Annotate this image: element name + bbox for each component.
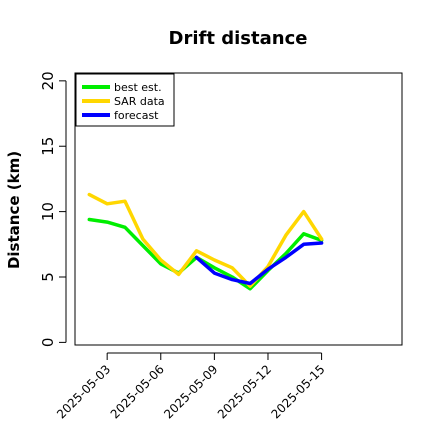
x-tick-label: 2025-05-09 bbox=[161, 362, 220, 421]
legend-label-forecast: forecast bbox=[114, 109, 159, 122]
y-tick-label: 10 bbox=[39, 202, 57, 221]
y-axis-label: Distance (km) bbox=[5, 151, 23, 269]
series-layer bbox=[87, 192, 324, 291]
series-line-best-est bbox=[87, 217, 324, 291]
chart-title: Drift distance bbox=[169, 28, 308, 49]
legend-label-sar-data: SAR data bbox=[114, 95, 165, 108]
y-tick-label: 15 bbox=[39, 137, 57, 156]
x-tick-label: 2025-05-12 bbox=[215, 362, 274, 421]
series-line-forecast bbox=[194, 241, 324, 286]
x-tick-label: 2025-05-15 bbox=[268, 362, 327, 421]
plot-frame bbox=[74, 72, 403, 346]
legend-label-best-est: best est. bbox=[114, 81, 162, 94]
y-tick-label: 20 bbox=[39, 71, 57, 90]
x-axis: 2025-05-032025-05-062025-05-092025-05-12… bbox=[54, 352, 328, 421]
series-line-sar-data bbox=[87, 192, 324, 288]
x-tick-label: 2025-05-03 bbox=[54, 362, 113, 421]
y-axis: 0 5 10 15 20 bbox=[39, 71, 67, 348]
x-tick-label: 2025-05-06 bbox=[108, 362, 167, 421]
y-tick-label: 5 bbox=[39, 272, 57, 282]
legend: best est. SAR data forecast bbox=[75, 73, 175, 127]
y-tick-label: 0 bbox=[39, 338, 57, 348]
